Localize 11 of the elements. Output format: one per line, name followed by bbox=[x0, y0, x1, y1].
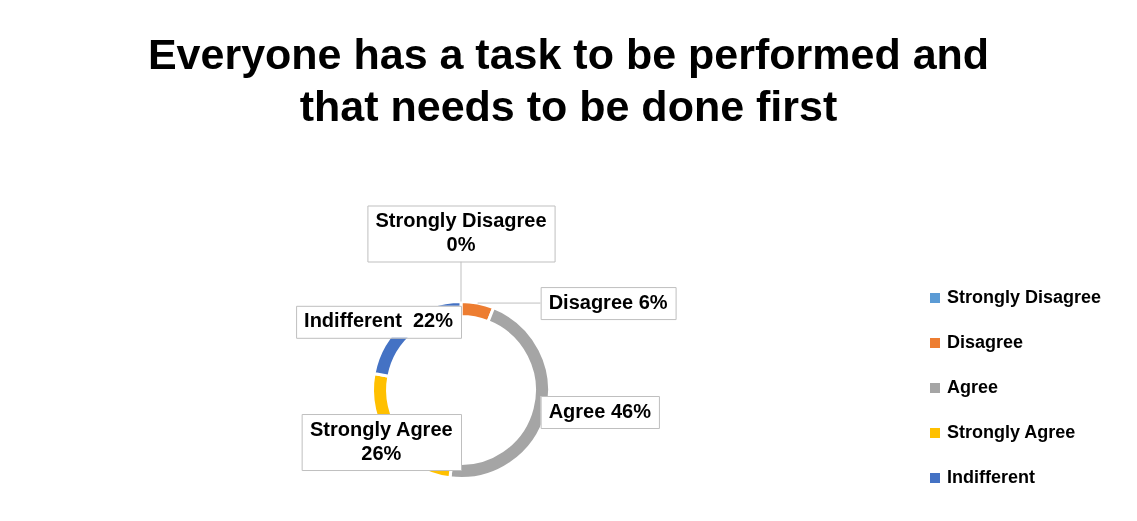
legend-label: Strongly Agree bbox=[947, 421, 1076, 442]
chart-title: Everyone has a task to be performed and that needs to be done first bbox=[146, 29, 991, 132]
legend-label: Indifferent bbox=[947, 466, 1035, 487]
data-label: Indifferent 22% bbox=[304, 309, 454, 332]
data-label: Strongly Agree 26% bbox=[310, 417, 453, 464]
legend-label: Disagree bbox=[947, 331, 1024, 352]
legend-label: Agree bbox=[947, 376, 999, 397]
legend-label: Strongly Disagree bbox=[947, 286, 1102, 307]
data-label: Disagree 6% bbox=[548, 290, 668, 313]
text: Strongly Disagree 0% bbox=[375, 209, 547, 256]
data-label: Agree 46% bbox=[548, 399, 652, 422]
